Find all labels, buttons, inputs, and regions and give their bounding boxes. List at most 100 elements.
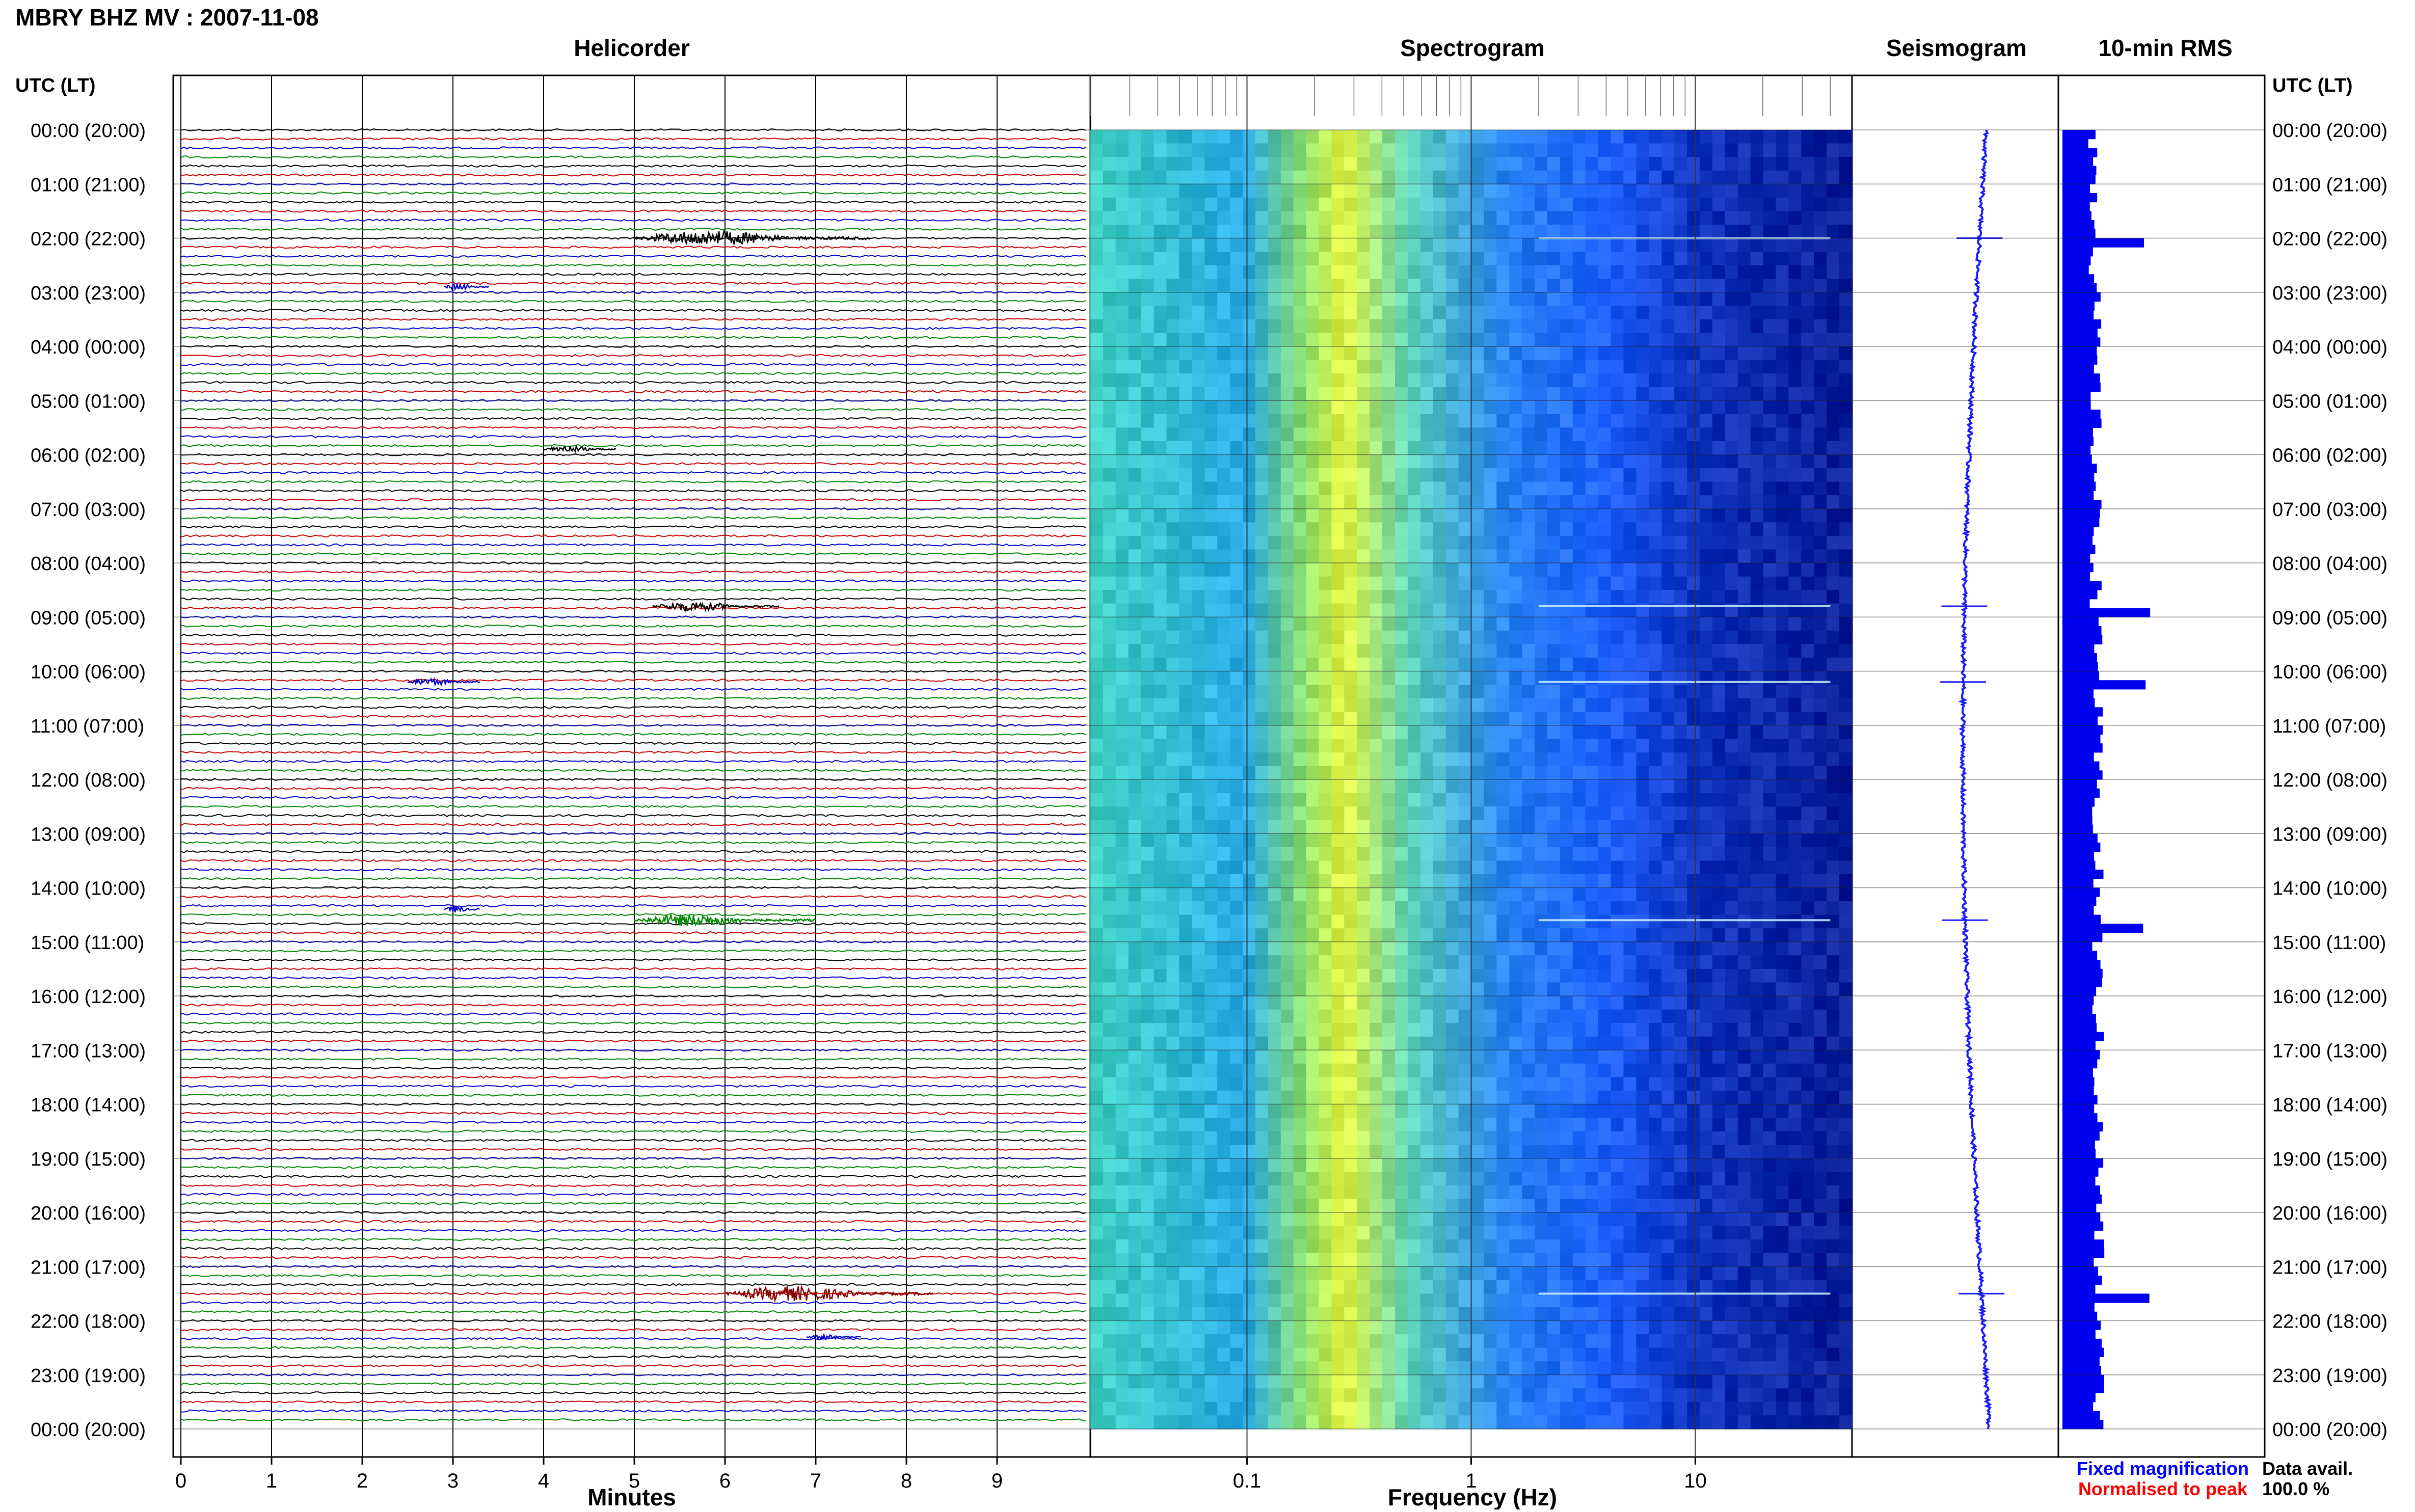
spectrogram-cell — [1217, 522, 1230, 536]
spectrogram-cell — [1243, 685, 1256, 698]
spectrogram-cell — [1496, 577, 1510, 590]
spectrogram-cell — [1496, 536, 1510, 550]
spectrogram-cell — [1433, 400, 1446, 414]
spectrogram-cell — [1243, 563, 1256, 577]
spectrogram-cell — [1370, 536, 1383, 550]
spectrogram-cell — [1611, 698, 1624, 712]
spectrogram-cell — [1598, 1104, 1612, 1118]
spectrogram-cell — [1294, 482, 1307, 496]
spectrogram-cell — [1459, 563, 1472, 577]
spectrogram-cell — [1624, 658, 1637, 671]
spectrogram-cell — [1687, 685, 1700, 698]
spectrogram-cell — [1776, 685, 1789, 698]
spectrogram-cell — [1306, 590, 1320, 604]
spectrogram-cell — [1103, 671, 1116, 685]
spectrogram-cell — [1661, 1118, 1675, 1131]
spectrogram-cell — [1725, 942, 1738, 956]
spectrogram-cell — [1560, 1091, 1573, 1104]
spectrogram-cell — [1268, 752, 1281, 766]
spectrogram-cell — [1674, 522, 1687, 536]
spectrogram-cell — [1535, 739, 1548, 752]
spectrogram-cell — [1687, 1091, 1700, 1104]
spectrogram-cell — [1446, 712, 1459, 725]
spectrogram-cell — [1154, 766, 1167, 779]
spectrogram-cell — [1192, 604, 1205, 617]
spectrogram-cell — [1294, 306, 1307, 319]
spectrogram-cell — [1801, 1172, 1814, 1185]
spectrogram-cell — [1294, 1104, 1307, 1118]
spectrogram-cell — [1788, 752, 1802, 766]
spectrogram-cell — [1116, 1010, 1129, 1023]
spectrogram-cell — [1509, 982, 1522, 996]
spectrogram-cell — [1611, 400, 1624, 414]
spectrogram-cell — [1611, 915, 1624, 929]
spectrogram-cell — [1839, 631, 1853, 644]
spectrogram-cell — [1674, 468, 1687, 482]
spectrogram-cell — [1281, 874, 1294, 888]
spectrogram-cell — [1725, 1158, 1738, 1172]
spectrogram-cell — [1230, 698, 1243, 712]
spectrogram-cell — [1573, 617, 1586, 631]
spectrogram-cell — [1611, 644, 1624, 658]
spectrogram-cell — [1674, 225, 1687, 238]
spectrogram-cell — [1141, 1050, 1155, 1064]
spectrogram-cell — [1192, 1212, 1205, 1226]
spectrogram-cell — [1471, 522, 1485, 536]
spectrogram-cell — [1230, 211, 1243, 225]
spectrogram-cell — [1395, 1104, 1408, 1118]
spectrogram-cell — [1141, 874, 1155, 888]
spectrogram-cell — [1725, 806, 1738, 820]
spectrogram-cell — [1230, 509, 1243, 523]
spectrogram-cell — [1129, 577, 1142, 590]
spectrogram-cell — [1788, 658, 1802, 671]
spectrogram-cell — [1522, 942, 1535, 956]
spectrogram-cell — [1167, 130, 1180, 144]
spectrogram-cell — [1294, 644, 1307, 658]
spectrogram-cell — [1331, 482, 1345, 496]
spectrogram-cell — [1598, 184, 1612, 198]
spectrogram-cell — [1319, 982, 1332, 996]
spectrogram-cell — [1204, 238, 1218, 252]
spectrogram-cell — [1763, 766, 1777, 779]
spectrogram-cell — [1281, 1037, 1294, 1050]
spectrogram-cell — [1674, 1131, 1687, 1145]
spectrogram-cell — [1738, 563, 1751, 577]
spectrogram-cell — [1090, 319, 1104, 333]
spectrogram-cell — [1547, 888, 1561, 902]
spectrogram-cell — [1255, 333, 1269, 346]
spectrogram-cell — [1268, 644, 1281, 658]
spectrogram-cell — [1281, 955, 1294, 969]
spectrogram-cell — [1471, 144, 1485, 157]
spectrogram-cell — [1395, 766, 1408, 779]
spectrogram-cell — [1116, 969, 1129, 983]
spectrogram-cell — [1281, 265, 1294, 279]
spectrogram-cell — [1167, 874, 1180, 888]
spectrogram-cell — [1522, 969, 1535, 983]
spectrogram-cell — [1649, 211, 1662, 225]
spectrogram-cell — [1116, 292, 1129, 306]
spectrogram-cell — [1230, 1091, 1243, 1104]
spectrogram-cell — [1459, 833, 1472, 847]
spectrogram-cell — [1700, 360, 1713, 374]
spectrogram-cell — [1649, 860, 1662, 874]
spectrogram-cell — [1776, 901, 1789, 915]
spectrogram-cell — [1471, 901, 1485, 915]
spectrogram-cell — [1687, 400, 1700, 414]
spectrogram-cell — [1116, 157, 1129, 171]
spectrogram-cell — [1776, 171, 1789, 184]
spectrogram-cell — [1103, 360, 1116, 374]
spectrogram-cell — [1306, 360, 1320, 374]
spectrogram-cell — [1408, 319, 1421, 333]
spectrogram-cell — [1560, 1064, 1573, 1077]
spectrogram-cell — [1255, 725, 1269, 739]
spectrogram-cell — [1700, 549, 1713, 563]
spectrogram-cell — [1560, 238, 1573, 252]
spectrogram-cell — [1776, 130, 1789, 144]
spectrogram-cell — [1204, 265, 1218, 279]
spectrogram-cell — [1154, 387, 1167, 401]
spectrogram-cell — [1420, 144, 1434, 157]
spectrogram-cell — [1725, 184, 1738, 198]
spectrogram-cell — [1370, 793, 1383, 807]
spectrogram-cell — [1636, 387, 1649, 401]
spectrogram-cell — [1255, 658, 1269, 671]
